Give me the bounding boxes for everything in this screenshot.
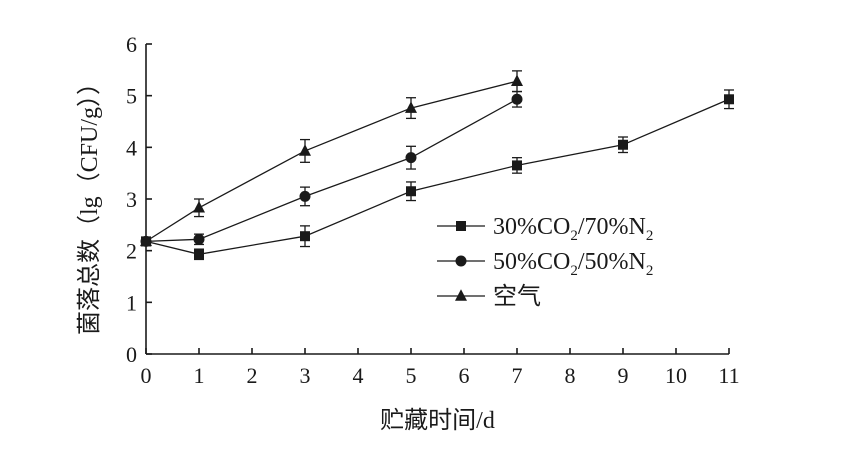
- legend-item-circle: 50%CO2/50%N2: [437, 249, 653, 279]
- marker-square: [618, 139, 628, 150]
- x-tick-label: 8: [565, 363, 576, 388]
- marker-circle: [511, 93, 523, 105]
- x-axis-title: 贮藏时间/d: [380, 407, 495, 434]
- x-tick-label: 7: [512, 363, 523, 388]
- series-line: [145, 98, 518, 243]
- x-tick-label: 1: [194, 363, 205, 388]
- legend-subscript: 2: [570, 263, 578, 279]
- marker-square: [456, 221, 466, 231]
- marker-circle: [193, 233, 205, 245]
- legend-item-triangle: 空气: [437, 283, 541, 310]
- x-tick-label: 11: [718, 363, 739, 388]
- x-tick-label: 10: [665, 363, 687, 388]
- x-tick-label: 6: [459, 363, 470, 388]
- y-tick-label: 1: [126, 290, 137, 315]
- marker-triangle: [405, 101, 417, 113]
- x-tick-label: 5: [406, 363, 417, 388]
- x-tick-label: 9: [618, 363, 629, 388]
- y-axis-title: 菌落总数（lg（CFU/g））: [76, 71, 103, 335]
- marker-square: [724, 94, 734, 105]
- axes: 0 1 2 3 4 5 6 7 8 9 10 11 0 1 2 3 4 5 6: [126, 32, 740, 388]
- marker-circle: [299, 190, 311, 202]
- x-tick-label: 2: [247, 363, 258, 388]
- x-tick-label: 4: [353, 363, 364, 388]
- series-line: [145, 80, 518, 242]
- series-layer: [140, 70, 734, 261]
- marker-square: [194, 249, 204, 260]
- y-tick-label: 4: [126, 135, 137, 160]
- legend-label: 30%CO2/70%N2: [493, 214, 653, 244]
- legend-label: 空气: [493, 283, 541, 310]
- series-triangle: [140, 70, 523, 247]
- y-tick-label: 3: [126, 187, 137, 212]
- x-tick-label: 3: [300, 363, 311, 388]
- legend-subscript: 2: [570, 228, 578, 244]
- legend-subscript: 2: [646, 263, 654, 279]
- y-tick-label: 0: [126, 342, 137, 367]
- marker-circle: [405, 152, 417, 164]
- legend-text-part: 50%CO: [493, 249, 570, 275]
- legend-text-part: /70%N: [578, 214, 646, 240]
- marker-square: [512, 160, 522, 171]
- marker-triangle: [299, 144, 311, 156]
- y-tick-label: 5: [126, 84, 137, 109]
- y-tick-label: 6: [126, 32, 137, 57]
- marker-square: [406, 186, 416, 197]
- legend-text-part: /50%N: [578, 249, 646, 275]
- legend-text-part: 30%CO: [493, 214, 570, 240]
- legend-label: 50%CO2/50%N2: [493, 249, 653, 279]
- marker-triangle: [511, 74, 523, 86]
- y-tick-label: 2: [126, 239, 137, 264]
- marker-triangle: [140, 234, 152, 247]
- x-tick-label: 0: [141, 363, 152, 388]
- marker-circle: [455, 255, 467, 267]
- legend-subscript: 2: [646, 228, 654, 244]
- marker-triangle: [193, 201, 205, 213]
- marker-triangle: [455, 289, 467, 301]
- marker-square: [300, 231, 310, 242]
- legend-item-square: 30%CO2/70%N2: [437, 214, 653, 244]
